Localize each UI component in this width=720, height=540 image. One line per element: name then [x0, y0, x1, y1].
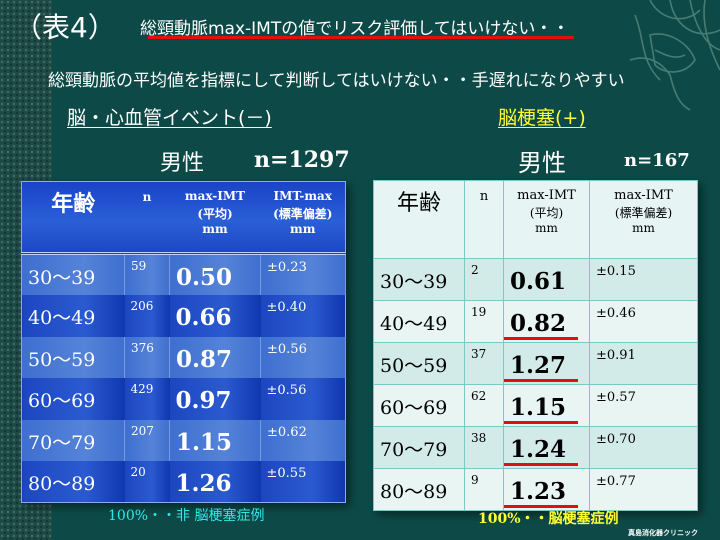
mean-cell: 1.26	[175, 470, 232, 497]
mean-cell: 0.61	[510, 268, 567, 295]
age-cell: 50～59	[28, 348, 96, 371]
header-sd: IMT-max (標準偏差) mm	[260, 181, 346, 255]
right-gender-label: 男性	[518, 149, 566, 177]
subheadline: 総頸動脈の平均値を指標にして判断してはいけない・・手遅れになりやすい	[48, 71, 625, 91]
table-row: 80～89 9 1.23 ±0.77	[373, 468, 698, 511]
sd-cell: ±0.23	[267, 260, 307, 275]
age-cell: 80～89	[28, 473, 96, 495]
age-cell: 80～89	[380, 481, 448, 503]
table-row: 30～39 2 0.61 ±0.15	[373, 258, 698, 301]
table-header-row: 年齢 n max-IMT (平均) mm max-IMT (標準偏差) mm	[373, 180, 698, 259]
left-gender-label: 男性	[160, 151, 205, 176]
n-cell: 206	[130, 299, 154, 313]
table-row: 60～69 429 0.97 ±0.56	[21, 378, 346, 420]
age-cell: 70～79	[380, 439, 448, 461]
n-cell: 62	[471, 389, 487, 403]
sd-cell: ±0.57	[596, 390, 636, 405]
age-cell: 50～59	[380, 355, 448, 377]
n-cell: 37	[471, 347, 487, 361]
age-cell: 30～39	[380, 271, 448, 293]
n-cell: 376	[131, 340, 154, 355]
sd-cell: ±0.91	[596, 348, 636, 363]
mean-cell-underlined: 0.82	[504, 301, 579, 340]
stroke-imt-table: 年齢 n max-IMT (平均) mm max-IMT (標準偏差) mm 3…	[373, 180, 698, 511]
sd-cell: ±0.40	[266, 300, 307, 315]
sd-cell: ±0.62	[267, 424, 307, 440]
sd-cell: ±0.70	[596, 432, 636, 447]
mean-cell: 1.15	[176, 428, 233, 456]
table-header-row: 年齢 n max-IMT (平均) mm IMT-max (標準偏差) mm	[21, 181, 346, 255]
age-cell: 60～69	[28, 390, 96, 412]
mean-cell: 0.87	[176, 345, 233, 373]
table-row: 50～59 37 1.27 ±0.91	[373, 342, 698, 385]
n-cell: 429	[130, 382, 154, 396]
header-age: 年齢	[21, 181, 125, 255]
header-n: n	[124, 181, 170, 255]
right-n-total: n=167	[624, 150, 690, 171]
table-row: 50～59 376 0.87 ±0.56	[21, 336, 346, 378]
right-table-caption: 脳梗塞(+)	[498, 107, 586, 129]
table-row: 60～69 62 1.15 ±0.57	[373, 384, 698, 427]
right-table-footnote: 100%・・脳梗塞症例	[478, 511, 619, 527]
mean-cell: 0.50	[176, 264, 233, 291]
table-row: 40～49 206 0.66 ±0.40	[21, 295, 346, 337]
age-cell: 60～69	[380, 397, 448, 419]
table-row: 40～49 19 0.82 ±0.46	[373, 300, 698, 343]
n-cell: 9	[471, 473, 479, 487]
left-table-footnote: 100%・・非 脳梗塞症例	[108, 508, 265, 524]
mean-cell-underlined: 1.23	[504, 469, 579, 508]
slide-tag: （表4）	[14, 11, 116, 44]
mean-cell-underlined: 1.24	[504, 427, 579, 466]
header-mean: max-IMT (平均) mm	[503, 180, 590, 259]
sd-cell: ±0.46	[596, 306, 636, 321]
age-cell: 40～49	[380, 313, 448, 335]
sd-cell: ±0.77	[596, 474, 636, 489]
age-cell: 40～49	[28, 307, 96, 329]
n-cell: 2	[471, 263, 479, 277]
headline: 総頸動脈max-IMTの値でリスク評価してはいけない・・	[140, 19, 570, 39]
header-sd: max-IMT (標準偏差) mm	[589, 180, 698, 259]
clinic-credit: 真島消化器クリニック	[628, 529, 698, 537]
left-table-caption: 脳・心血管イベント(－)	[67, 107, 272, 129]
mean-cell: 0.66	[175, 304, 232, 331]
header-age: 年齢	[373, 180, 465, 259]
age-cell: 70～79	[28, 431, 96, 454]
mean-cell: 0.97	[175, 387, 232, 414]
n-cell: 59	[131, 259, 147, 273]
table-row: 30～39 59 0.50 ±0.23	[21, 253, 346, 295]
table-row: 80～89 20 1.26 ±0.55	[21, 461, 346, 503]
header-n: n	[464, 180, 504, 259]
sd-cell: ±0.55	[266, 466, 307, 481]
table-row: 70～79 207 1.15 ±0.62	[21, 419, 346, 461]
headline-red-underline	[148, 36, 574, 39]
n-cell: 38	[471, 431, 487, 445]
phoenix-ornament-icon	[629, 0, 720, 111]
mean-cell-underlined: 1.27	[504, 343, 579, 382]
n-cell: 20	[130, 465, 146, 479]
table-row: 70～79 38 1.24 ±0.70	[373, 426, 698, 469]
sd-cell: ±0.56	[267, 341, 307, 357]
mean-cell-underlined: 1.15	[504, 385, 579, 424]
sd-cell: ±0.15	[596, 264, 636, 279]
n-cell: 207	[131, 423, 154, 438]
sd-cell: ±0.56	[266, 383, 307, 398]
age-cell: 30～39	[28, 267, 96, 289]
n-cell: 19	[471, 305, 487, 319]
non-stroke-imt-table: 年齢 n max-IMT (平均) mm IMT-max (標準偏差) mm 3…	[21, 181, 346, 503]
header-mean: max-IMT (平均) mm	[169, 181, 261, 255]
left-n-total: n=1297	[254, 147, 350, 173]
